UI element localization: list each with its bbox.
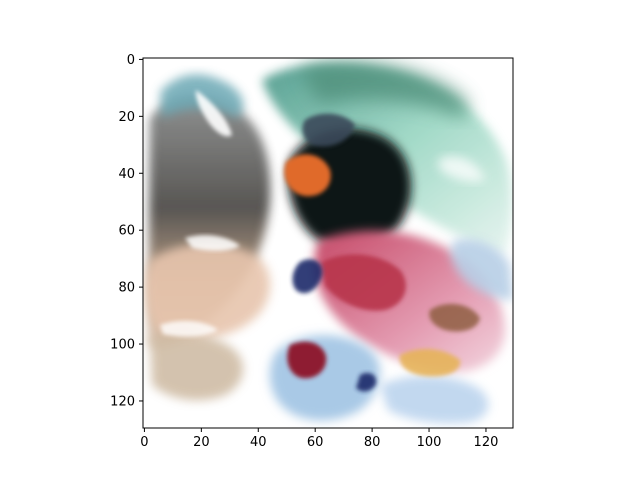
y-axis: 0 20 40 60 80 100 120 — [110, 53, 143, 409]
y-tick-label: 60 — [118, 224, 135, 239]
x-tick-label: 80 — [364, 435, 381, 450]
x-tick-label: 60 — [307, 435, 324, 450]
x-tick-label: 0 — [140, 435, 148, 450]
y-tick-label: 100 — [110, 338, 135, 353]
y-tick-label: 120 — [110, 394, 135, 409]
y-tick-label: 0 — [127, 53, 135, 68]
heatmap-image — [143, 58, 513, 428]
y-tick-label: 20 — [118, 110, 135, 125]
y-tick-label: 80 — [118, 281, 135, 296]
x-tick-label: 100 — [417, 435, 442, 450]
y-tick-label: 40 — [118, 167, 135, 182]
axes-frame — [142, 57, 514, 429]
x-axis: 0 20 40 60 80 100 120 — [140, 428, 498, 450]
x-tick-label: 120 — [474, 435, 499, 450]
x-tick-label: 40 — [250, 435, 267, 450]
x-tick-label: 20 — [193, 435, 210, 450]
